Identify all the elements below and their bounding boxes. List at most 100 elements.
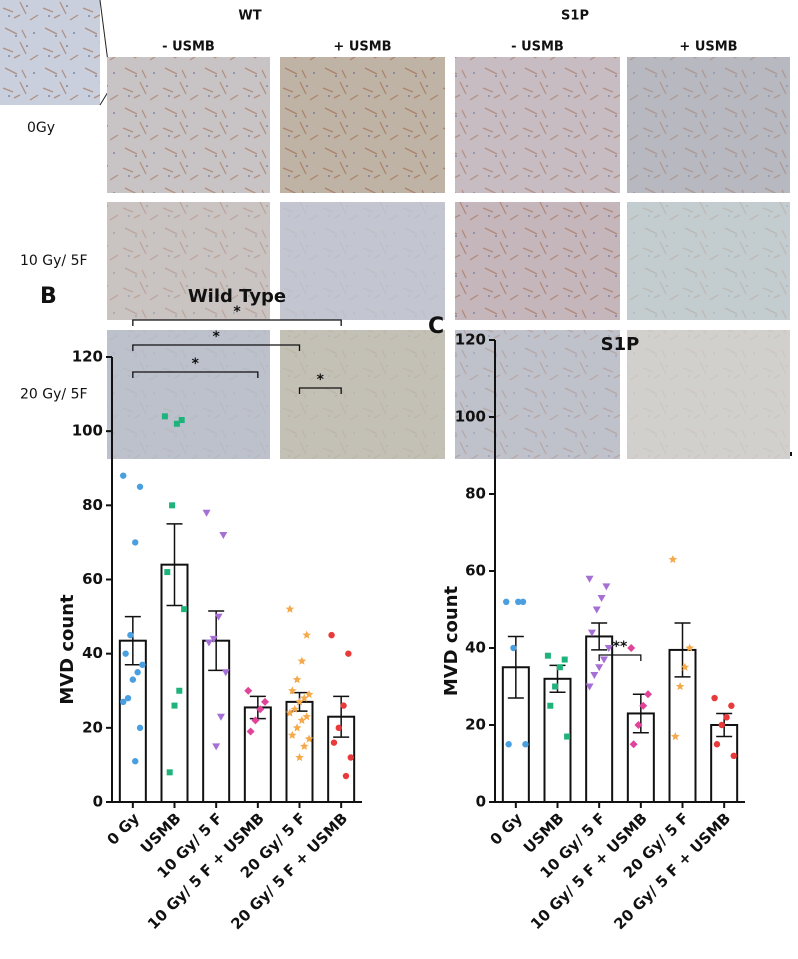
data-point <box>503 598 510 605</box>
data-point <box>261 697 270 706</box>
data-point <box>544 652 551 659</box>
data-point <box>136 724 144 732</box>
micrograph-texture <box>627 330 790 459</box>
y-tick-label: 40 <box>82 644 103 662</box>
condition-label: - USMB <box>162 40 215 55</box>
data-point <box>246 727 255 736</box>
data-point <box>639 701 648 710</box>
data-point <box>510 644 517 652</box>
data-point <box>169 502 176 509</box>
data-point <box>599 656 608 664</box>
row-label: 10 Gy/ 5F <box>20 253 88 269</box>
data-point <box>251 716 260 725</box>
data-point <box>590 671 599 679</box>
y-tick-label: 80 <box>465 485 486 503</box>
micrograph-texture <box>455 330 620 459</box>
y-tick-label: 60 <box>82 570 103 588</box>
data-point <box>347 754 354 761</box>
data-point <box>295 753 304 762</box>
y-tick-label: 100 <box>72 422 103 440</box>
data-point <box>597 594 606 602</box>
data-point <box>304 690 314 699</box>
data-point <box>132 539 139 546</box>
chart-title: S1P <box>601 334 640 355</box>
data-point <box>300 741 309 750</box>
data-point <box>129 676 137 683</box>
data-point <box>711 694 718 702</box>
bar <box>543 677 572 803</box>
data-point <box>728 702 735 709</box>
data-point <box>585 683 594 691</box>
y-tick-label: 80 <box>82 496 103 514</box>
data-point <box>515 598 522 605</box>
data-point <box>164 569 171 576</box>
data-point <box>297 656 307 665</box>
error-bar <box>674 622 691 678</box>
micrograph-texture <box>627 57 790 193</box>
data-point <box>302 712 311 721</box>
bar <box>585 635 614 804</box>
significance-bracket <box>132 344 301 351</box>
data-point <box>644 690 653 699</box>
data-point <box>585 575 594 583</box>
significance-label: * <box>192 356 200 372</box>
data-point <box>300 693 309 702</box>
inset-connector <box>99 0 109 106</box>
data-point <box>136 483 144 490</box>
data-point <box>212 743 221 751</box>
y-tick-label: 100 <box>455 408 486 426</box>
data-point <box>680 662 690 671</box>
significance-label: ** <box>613 639 628 655</box>
micrograph-texture <box>107 330 270 459</box>
data-point <box>295 697 304 706</box>
data-point <box>718 721 725 729</box>
data-point <box>671 732 680 741</box>
data-point <box>139 661 146 668</box>
data-point <box>342 772 350 780</box>
y-tick-label: 120 <box>455 331 486 349</box>
data-point <box>219 532 228 539</box>
micrograph-texture <box>455 202 620 320</box>
data-point <box>522 741 529 748</box>
panel-label: B <box>40 284 57 309</box>
data-point <box>161 413 168 420</box>
data-point <box>685 643 694 652</box>
data-point <box>552 683 559 690</box>
data-point <box>629 740 638 749</box>
row-label: 0Gy <box>27 120 55 136</box>
micrograph-texture <box>280 202 445 320</box>
significance-label: * <box>317 372 325 388</box>
data-point <box>288 730 297 739</box>
data-point <box>561 656 568 663</box>
data-point <box>214 613 223 621</box>
data-point <box>173 420 180 427</box>
data-point <box>595 664 604 672</box>
error-bar <box>208 610 225 672</box>
data-point <box>181 606 188 613</box>
y-tick-label: 40 <box>465 639 486 657</box>
micrograph-texture <box>280 57 445 193</box>
data-point <box>216 713 225 721</box>
data-point <box>132 758 139 765</box>
data-point <box>285 604 295 613</box>
data-point <box>547 702 554 709</box>
significance-bracket <box>298 387 342 394</box>
significance-bracket <box>598 654 642 661</box>
data-point <box>302 630 311 639</box>
data-point <box>340 702 347 709</box>
data-point <box>330 739 338 746</box>
data-point <box>285 708 295 717</box>
condition-label: + USMB <box>333 40 391 55</box>
data-point <box>221 669 230 677</box>
data-point <box>120 472 127 479</box>
y-axis-label: MVD count <box>441 585 462 696</box>
data-point <box>292 675 302 684</box>
data-point <box>256 705 265 714</box>
significance-bracket <box>132 319 342 326</box>
micrograph-texture <box>107 202 270 320</box>
data-point <box>171 702 178 709</box>
data-point <box>120 698 127 706</box>
data-point <box>345 650 352 657</box>
data-point <box>505 741 512 748</box>
